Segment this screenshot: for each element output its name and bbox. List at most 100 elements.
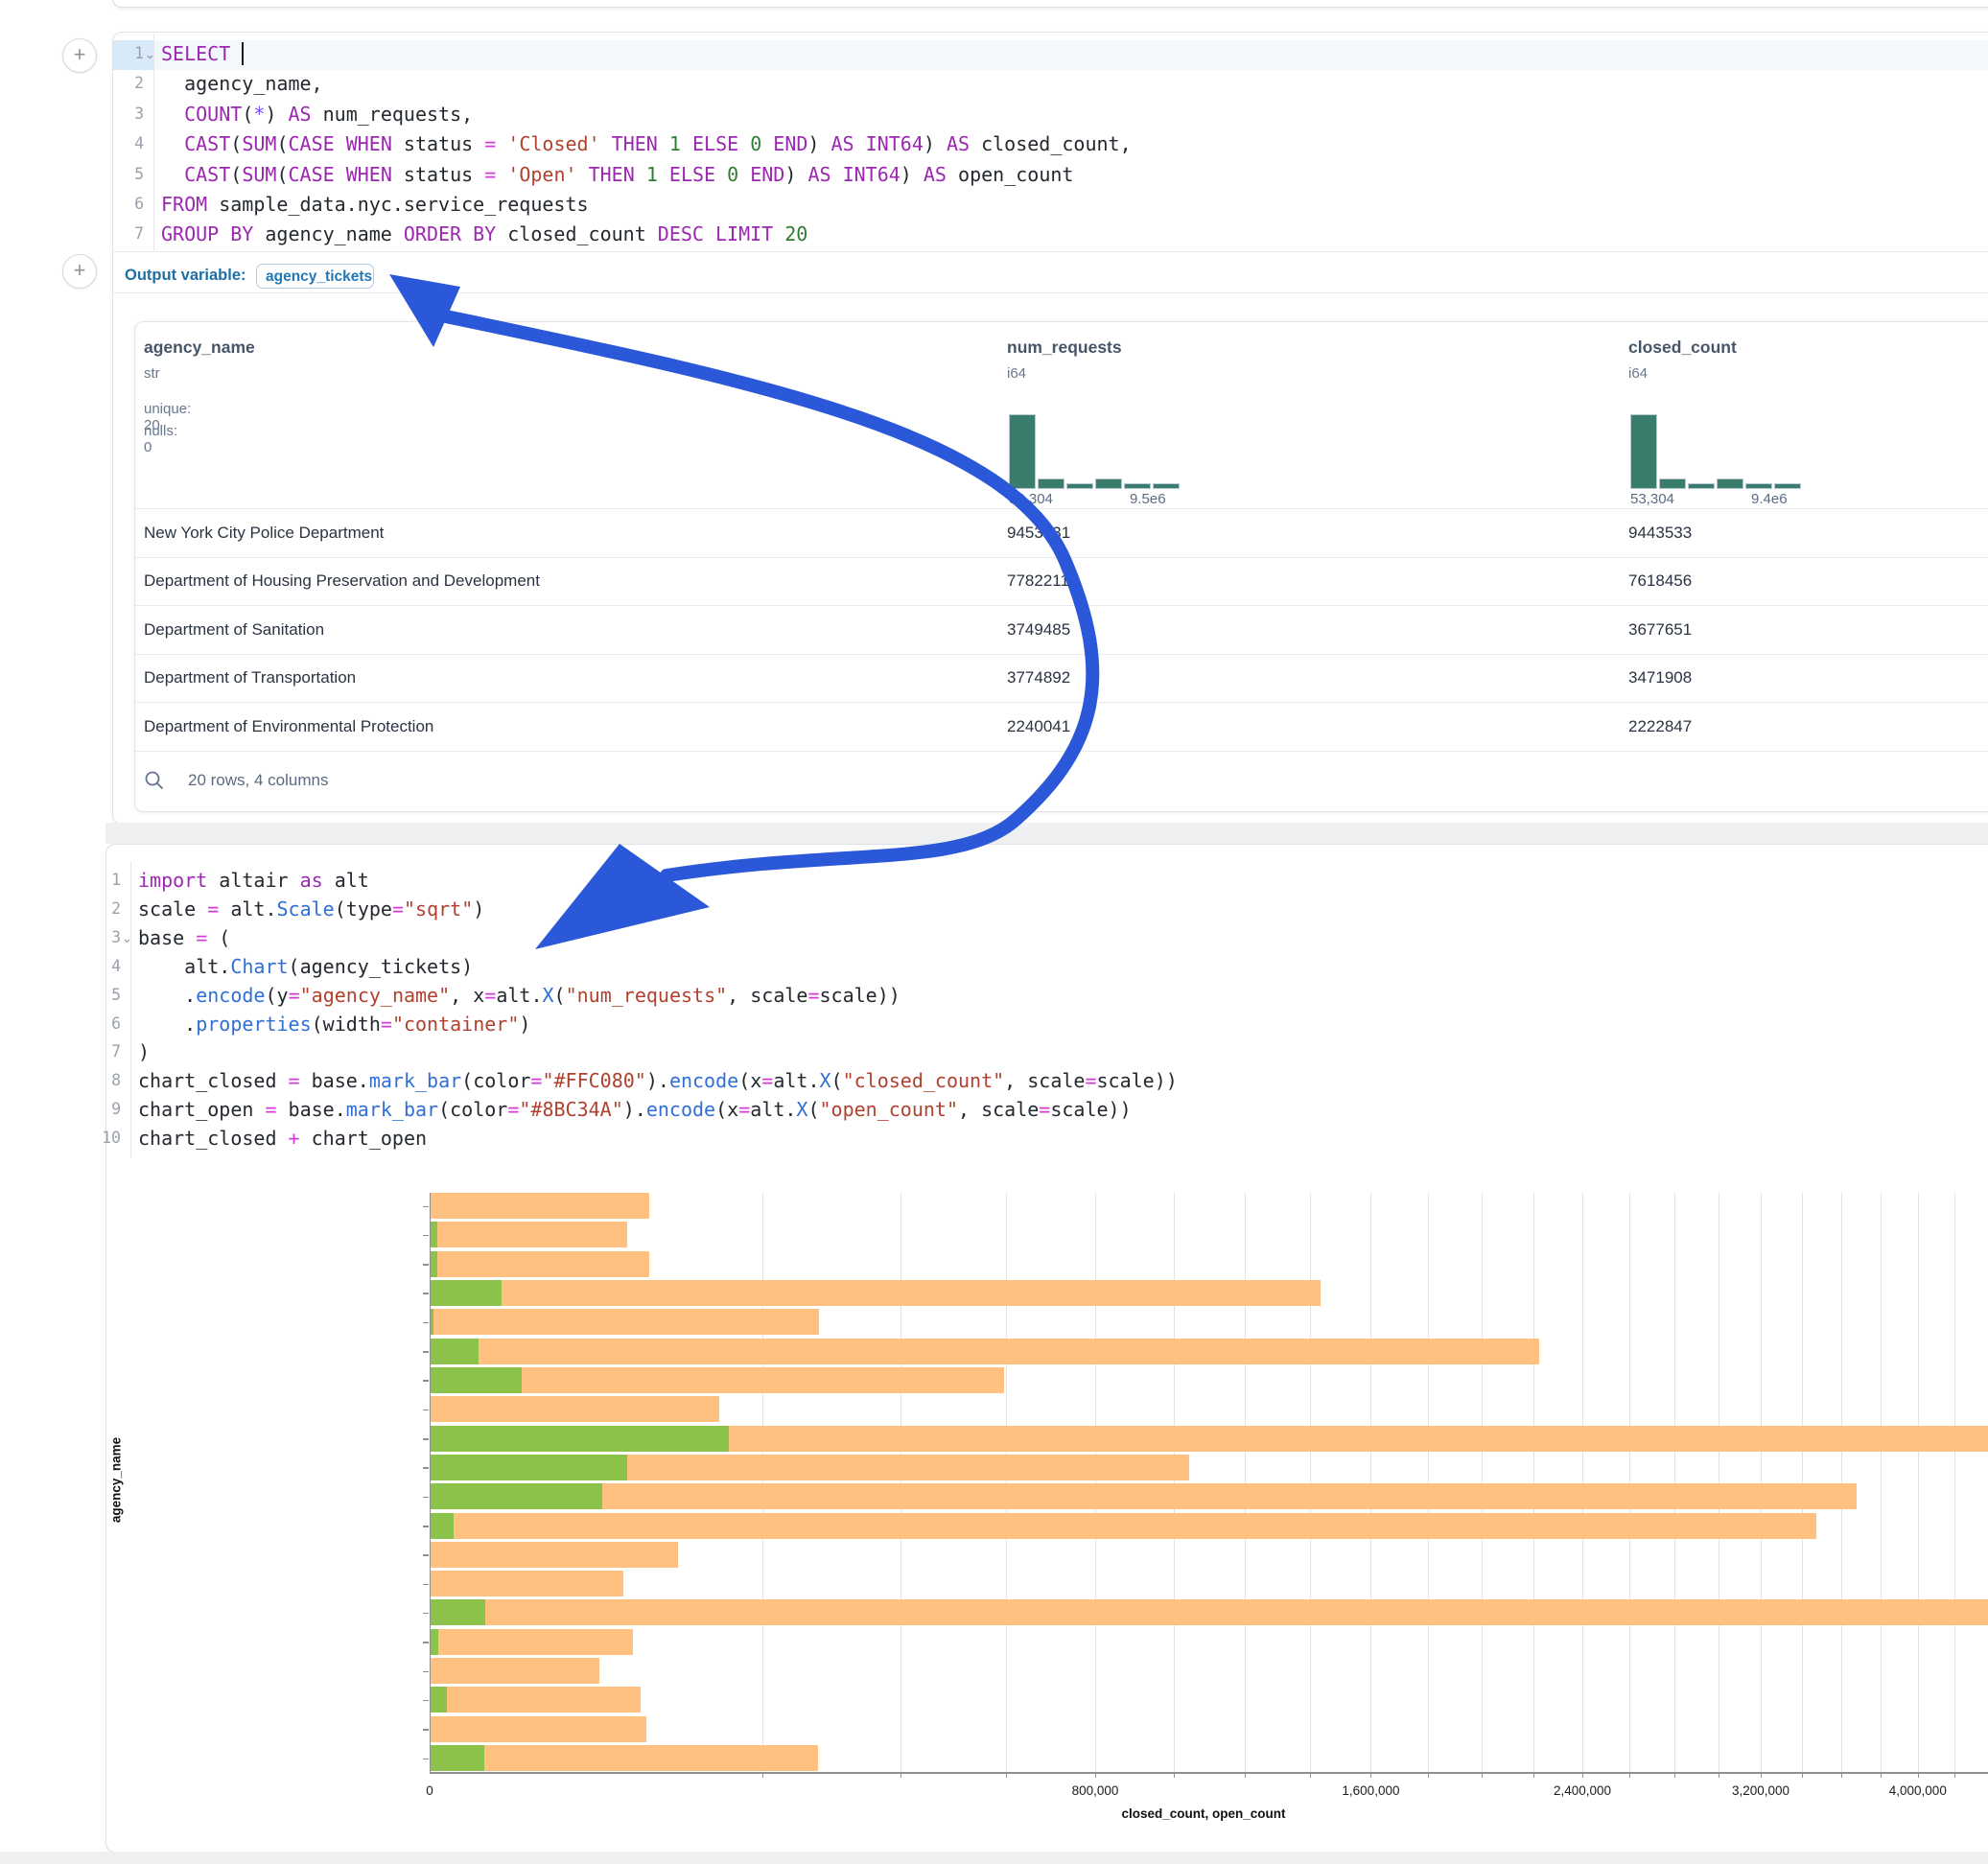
gridline — [1674, 1193, 1675, 1772]
x-axis-tick-label: 0 — [426, 1783, 433, 1798]
table-row: Department of Transportation377489234719… — [135, 654, 1988, 703]
bar-open-count — [430, 1745, 484, 1771]
y-axis-title: agency_name — [109, 1385, 124, 1576]
cell-gap — [105, 823, 1988, 844]
code-line[interactable]: CAST(SUM(CASE WHEN status = 'Open' THEN … — [161, 163, 1073, 186]
column-histogram — [1630, 403, 1803, 489]
bar-open-count — [430, 1426, 729, 1452]
line-number: 7 — [112, 224, 144, 243]
code-line[interactable]: .properties(width="container") — [138, 1013, 530, 1036]
table-cell: Department of Housing Preservation and D… — [144, 557, 540, 605]
line-number: 10 — [88, 1129, 121, 1147]
histogram-bar — [1153, 483, 1180, 489]
code-line[interactable]: CAST(SUM(CASE WHEN status = 'Closed' THE… — [161, 132, 1132, 155]
text-cursor — [242, 42, 244, 65]
histogram-min-label: 53,304 — [1630, 491, 1674, 507]
code-line[interactable]: alt.Chart(agency_tickets) — [138, 955, 473, 978]
x-axis-line — [430, 1772, 1988, 1774]
x-axis-tick-label: 800,000 — [1072, 1783, 1119, 1798]
y-axis-tick — [423, 1380, 429, 1382]
table-row: New York City Police Department 9453131 94… — [135, 509, 1988, 558]
add-cell-button-top[interactable]: + — [62, 38, 97, 73]
line-number: 3 — [88, 928, 121, 946]
bar-open-count — [430, 1483, 602, 1509]
search-icon[interactable] — [144, 770, 165, 791]
bar-closed-count — [430, 1483, 1857, 1509]
bar-open-count — [430, 1687, 447, 1713]
histogram-bar — [1009, 414, 1036, 489]
y-axis-tick — [423, 1264, 429, 1266]
y-axis-tick — [423, 1235, 429, 1237]
code-line[interactable]: chart_closed + chart_open — [138, 1127, 427, 1150]
code-line[interactable]: FROM sample_data.nyc.service_requests — [161, 193, 589, 216]
table-cell: 9453131 — [1007, 509, 1070, 557]
code-line[interactable]: scale = alt.Scale(type="sqrt") — [138, 897, 484, 920]
line-number: 4 — [88, 957, 121, 975]
histogram-bar — [1745, 483, 1772, 489]
table-cell: 2222847 — [1628, 703, 1692, 751]
code-line[interactable]: agency_name, — [161, 72, 323, 95]
add-cell-button-middle[interactable]: + — [62, 254, 97, 289]
code-line[interactable]: SELECT — [161, 42, 244, 65]
divider — [112, 292, 1988, 293]
y-axis-tick — [423, 1351, 429, 1353]
fold-chevron-icon[interactable]: ⌄ — [122, 931, 132, 946]
table-cell: New York City Police Department — [144, 509, 384, 557]
bar-closed-count — [430, 1513, 1816, 1539]
y-axis-tick — [423, 1410, 429, 1411]
table-cell: 9443533 — [1628, 509, 1692, 557]
histogram-bar — [1038, 478, 1064, 489]
histogram-bar — [1066, 483, 1093, 489]
fold-chevron-icon[interactable]: ⌄ — [145, 47, 155, 62]
line-number: 4 — [112, 134, 144, 152]
code-line[interactable]: COUNT(*) AS num_requests, — [161, 103, 473, 126]
bar-open-count — [430, 1222, 437, 1247]
code-line[interactable]: ) — [138, 1040, 150, 1063]
output-variable-pill[interactable]: agency_tickets — [256, 264, 374, 289]
code-line[interactable]: GROUP BY agency_name ORDER BY closed_cou… — [161, 222, 807, 245]
line-number: 2 — [112, 74, 144, 92]
bar-closed-count — [430, 1629, 633, 1655]
table-cell: 7618456 — [1628, 557, 1692, 605]
table-cell: 7782211 — [1007, 557, 1069, 605]
row-count-summary: 20 rows, 4 columns — [188, 771, 328, 790]
bar-open-count — [430, 1455, 627, 1480]
line-number: 1 — [112, 44, 144, 62]
code-line[interactable]: import altair as alt — [138, 869, 369, 892]
gridline — [1482, 1193, 1483, 1772]
canvas-background-strip — [0, 1852, 1988, 1864]
code-line[interactable]: .encode(y="agency_name", x=alt.X("num_re… — [138, 984, 900, 1007]
code-line[interactable]: chart_open = base.mark_bar(color="#8BC34… — [138, 1098, 1132, 1121]
sql-gutter-separator — [153, 35, 154, 251]
gridline — [1918, 1193, 1919, 1772]
gridline — [1761, 1193, 1762, 1772]
code-line[interactable]: chart_closed = base.mark_bar(color="#FFC… — [138, 1069, 1178, 1092]
previous-cell-bottom-edge — [112, 0, 1988, 8]
bar-open-count — [430, 1629, 438, 1655]
line-number: 2 — [88, 899, 121, 918]
gridline — [1881, 1193, 1882, 1772]
table-cell: Department of Transportation — [144, 654, 356, 702]
y-axis-tick — [423, 1526, 429, 1527]
code-line[interactable]: base = ( — [138, 926, 230, 949]
column-header-name: num_requests — [1007, 338, 1122, 358]
gridline — [1582, 1193, 1583, 1772]
x-axis-tick-label: 1,600,000 — [1342, 1783, 1399, 1798]
y-axis-tick — [423, 1642, 429, 1643]
table-row: Department of Housing Preservation and D… — [135, 557, 1988, 606]
y-axis-tick — [423, 1497, 429, 1499]
bar-closed-count — [430, 1687, 641, 1713]
bar-closed-count — [430, 1571, 623, 1596]
y-axis-line — [430, 1193, 431, 1772]
line-number: 9 — [88, 1100, 121, 1118]
gridline — [1802, 1193, 1803, 1772]
bar-closed-count — [430, 1251, 649, 1277]
table-cell: Department of Sanitation — [144, 606, 324, 654]
gridline — [1629, 1193, 1630, 1772]
bar-closed-count — [430, 1599, 1988, 1625]
bar-closed-count — [430, 1542, 678, 1568]
histogram-bar — [1774, 483, 1801, 489]
bar-closed-count — [430, 1222, 627, 1247]
table-row: Department of Environmental Protection22… — [135, 703, 1988, 752]
bar-closed-count — [430, 1716, 646, 1742]
